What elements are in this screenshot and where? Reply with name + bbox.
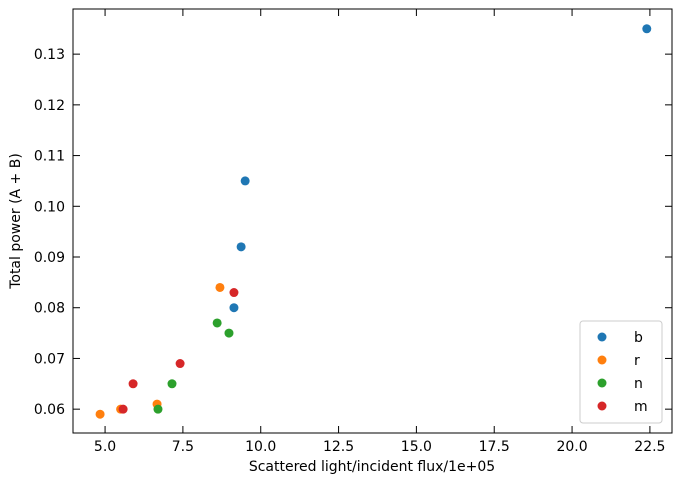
x-tick-label: 17.5 <box>479 439 510 455</box>
y-axis-label: Total power (A + B) <box>8 153 24 290</box>
x-tick-label: 10.0 <box>245 439 276 455</box>
point <box>153 404 163 414</box>
y-tick-label: 0.08 <box>34 301 65 317</box>
point <box>167 379 177 389</box>
y-tick-label: 0.13 <box>34 47 65 63</box>
legend-marker <box>597 378 607 388</box>
point <box>118 404 128 414</box>
x-tick-label: 22.5 <box>634 439 665 455</box>
point <box>212 318 222 328</box>
point <box>229 303 239 313</box>
point <box>95 409 105 419</box>
y-tick-label: 0.10 <box>34 199 65 215</box>
x-tick-label: 5.0 <box>94 439 116 455</box>
legend-marker <box>597 355 607 365</box>
legend-box <box>579 320 663 424</box>
point <box>240 176 250 186</box>
x-tick-label: 12.5 <box>323 439 354 455</box>
legend-label: b <box>634 330 643 346</box>
x-tick-label: 20.0 <box>556 439 587 455</box>
plot-frame <box>72 8 673 434</box>
legend-label: r <box>634 353 640 369</box>
legend-marker <box>597 401 607 411</box>
y-tick-label: 0.06 <box>34 402 65 418</box>
legend-label: m <box>634 399 648 415</box>
x-tick-label: 7.5 <box>172 439 194 455</box>
legend-label: n <box>634 376 643 392</box>
y-tick-label: 0.11 <box>34 149 65 165</box>
point <box>215 282 225 292</box>
y-tick-label: 0.12 <box>34 98 65 114</box>
point <box>128 379 138 389</box>
x-axis-label: Scattered light/incident flux/1e+05 <box>249 459 495 475</box>
point <box>236 242 246 252</box>
y-tick-label: 0.07 <box>34 351 65 367</box>
point <box>175 359 185 369</box>
y-tick-label: 0.09 <box>34 250 65 266</box>
legend-marker <box>597 332 607 342</box>
point <box>224 328 234 338</box>
point <box>642 24 652 34</box>
point <box>229 288 239 298</box>
x-tick-label: 15.0 <box>401 439 432 455</box>
